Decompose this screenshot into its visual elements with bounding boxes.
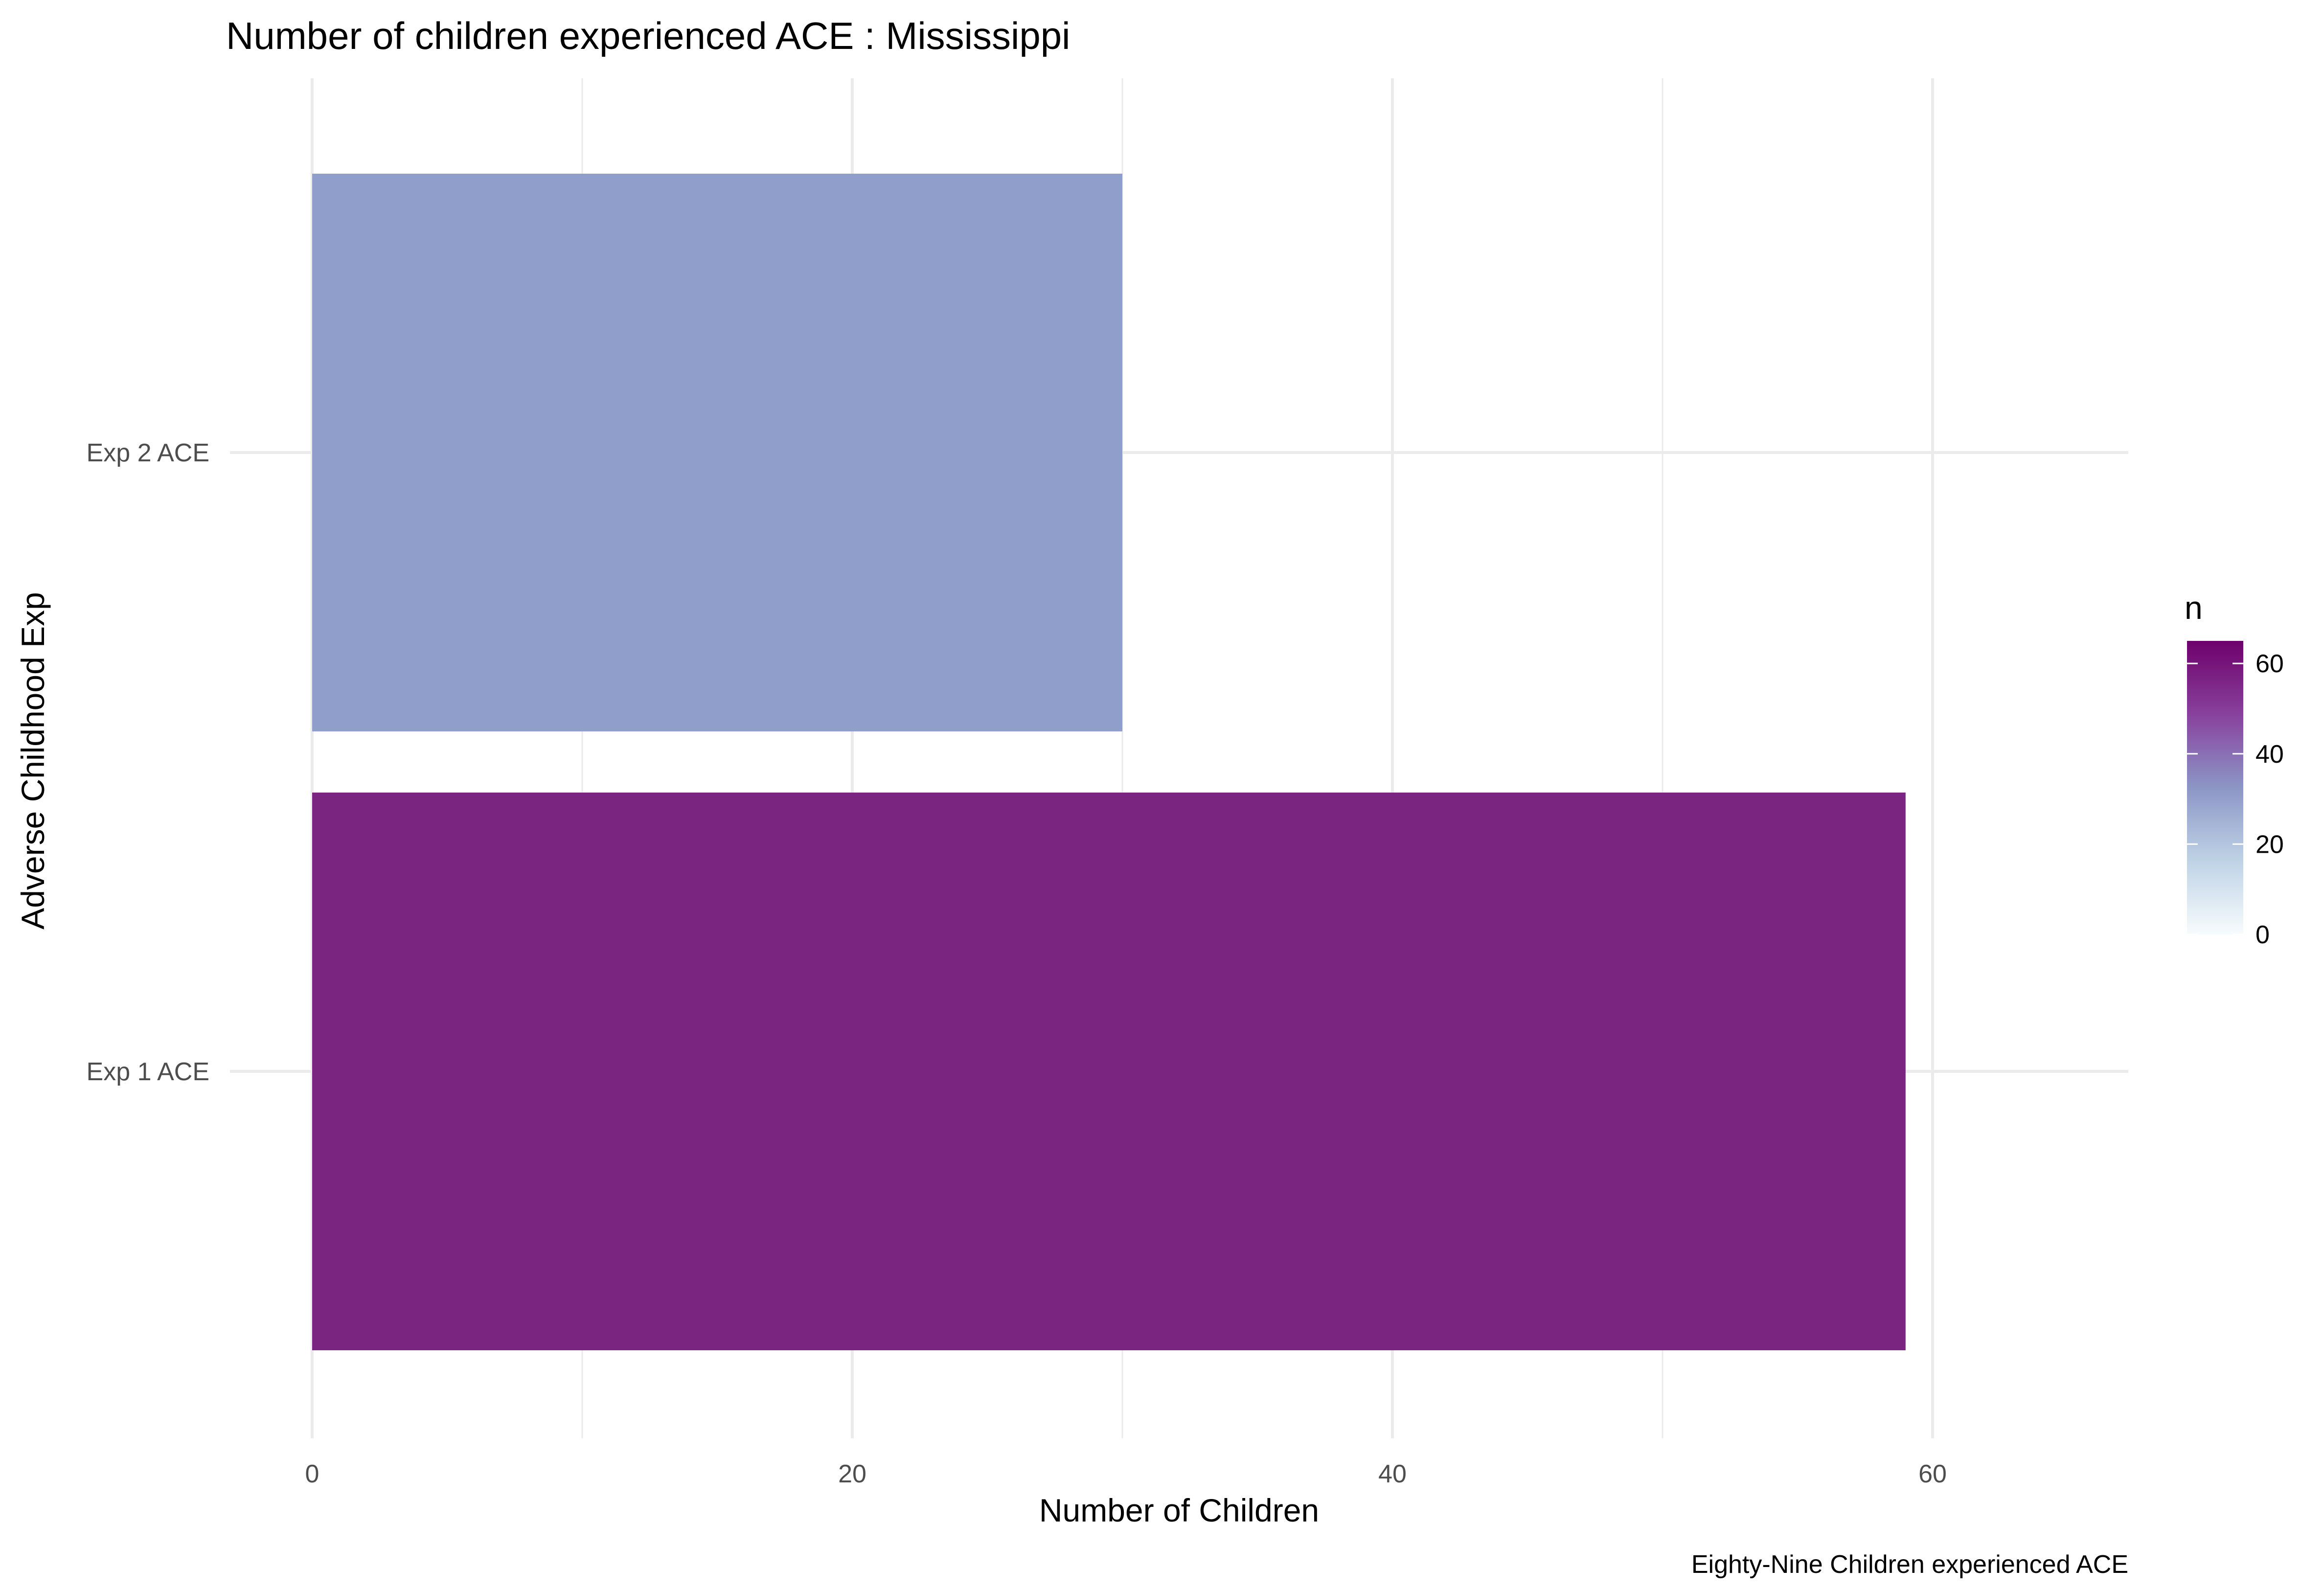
x-axis-ticks: 0 20 40 60 [305, 1460, 1947, 1488]
legend-title: n [2185, 590, 2203, 626]
colorbar-tick-label: 20 [2256, 830, 2284, 859]
colorbar-tick-label: 0 [2256, 921, 2270, 949]
y-axis-ticks: Exp 1 ACE Exp 2 ACE [87, 439, 209, 1086]
x-tick-label: 0 [305, 1460, 319, 1488]
color-legend: n 0 20 40 60 [2185, 590, 2284, 949]
bar-exp-2-ace [312, 174, 1122, 731]
y-tick-label: Exp 1 ACE [87, 1058, 209, 1086]
x-axis-title: Number of Children [1039, 1492, 1319, 1528]
bars [312, 174, 1906, 1350]
chart-title: Number of children experienced ACE : Mis… [226, 14, 1070, 57]
colorbar [2187, 641, 2243, 934]
x-tick-label: 40 [1378, 1460, 1407, 1488]
y-tick-label: Exp 2 ACE [87, 439, 209, 467]
bar-exp-1-ace [312, 793, 1906, 1350]
y-axis-title: Adverse Childhood Exp [15, 592, 51, 930]
chart-caption: Eighty-Nine Children experienced ACE [1691, 1550, 2128, 1579]
colorbar-tick-label: 60 [2256, 650, 2284, 678]
colorbar-tick-label: 40 [2256, 740, 2284, 769]
x-tick-label: 20 [838, 1460, 866, 1488]
colorbar-ticks: 0 20 40 60 [2187, 650, 2284, 949]
x-tick-label: 60 [1918, 1460, 1947, 1488]
